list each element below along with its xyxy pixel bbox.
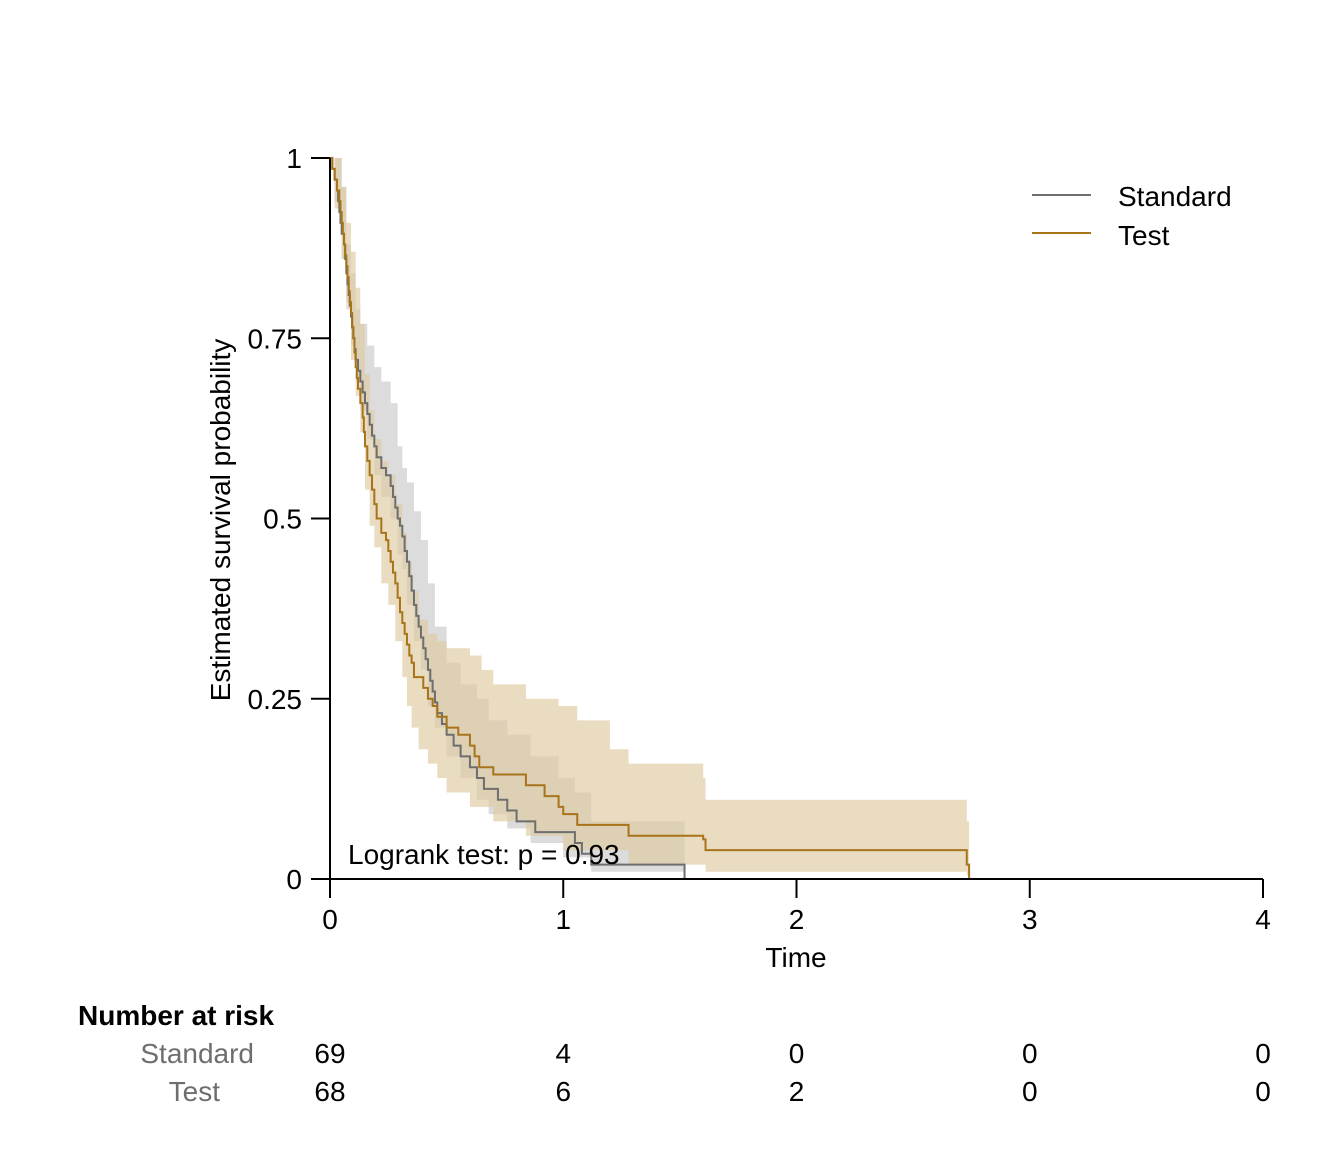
y-tick-label: 0.75: [248, 323, 303, 354]
survival-line-test: [330, 157, 971, 879]
confidence-bands: [330, 158, 970, 879]
logrank-annotation: Logrank test: p = 0.93: [348, 839, 620, 870]
risk-table: Number at risk Standard Test 69 4 0 0 0 68 6 2 0…: [78, 1000, 1271, 1107]
legend: Standard Test: [1032, 181, 1232, 251]
risk-count-test: 6: [555, 1076, 571, 1107]
risk-row-label-standard: Standard: [140, 1038, 254, 1069]
y-axis-title: Estimated survival probability: [205, 339, 236, 702]
risk-count-standard: 4: [555, 1038, 571, 1069]
y-tick-label: 1: [286, 143, 302, 174]
y-tick-label: 0.5: [263, 504, 302, 535]
ci-band-test: [330, 158, 970, 879]
risk-count-test: 0: [1022, 1076, 1038, 1107]
risk-row-label-test: Test: [169, 1076, 221, 1107]
risk-count-test: 68: [314, 1076, 345, 1107]
risk-count-standard: 0: [1022, 1038, 1038, 1069]
risk-count-test: 2: [789, 1076, 805, 1107]
x-tick-label: 2: [789, 904, 805, 935]
x-tick-label: 0: [322, 904, 338, 935]
x-tick-label: 1: [555, 904, 571, 935]
risk-count-standard: 69: [314, 1038, 345, 1069]
survival-line-standard: [330, 157, 686, 879]
risk-table-title: Number at risk: [78, 1000, 274, 1031]
legend-label-standard: Standard: [1118, 181, 1232, 212]
axes: 0 0.25 0.5 0.75 1 0 1 2 3 4: [248, 143, 1271, 935]
legend-label-test: Test: [1118, 220, 1170, 251]
x-tick-label: 4: [1255, 904, 1271, 935]
risk-count-test: 0: [1255, 1076, 1271, 1107]
y-tick-label: 0: [286, 864, 302, 895]
survival-curves: [330, 157, 971, 879]
risk-counts: 69 4 0 0 0 68 6 2 0 0: [314, 1038, 1270, 1107]
risk-count-standard: 0: [1255, 1038, 1271, 1069]
x-axis-title: Time: [765, 942, 826, 973]
risk-count-standard: 0: [789, 1038, 805, 1069]
x-tick-label: 3: [1022, 904, 1038, 935]
y-tick-label: 0.25: [248, 684, 303, 715]
